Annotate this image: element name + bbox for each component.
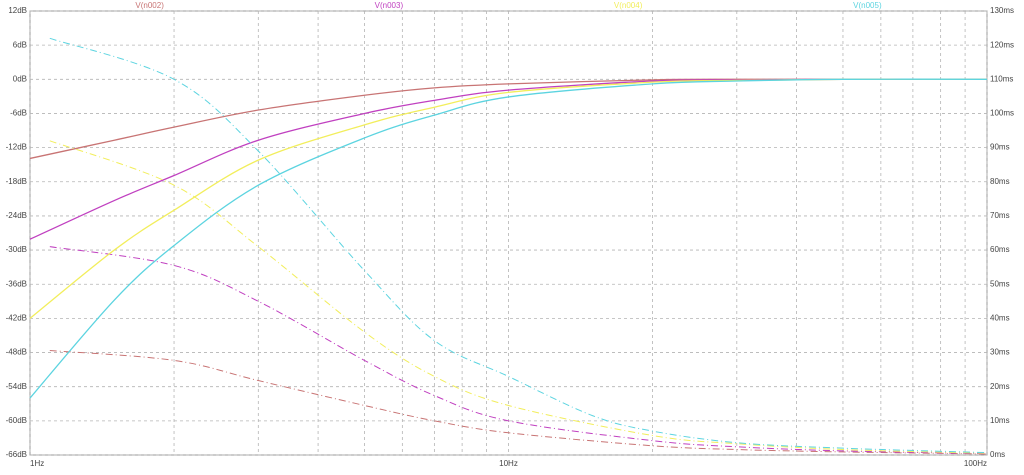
x-tick-label: 100Hz <box>964 459 987 468</box>
y2-tick-label: 100ms <box>990 109 1014 118</box>
y2-tick-label: 30ms <box>990 348 1010 357</box>
y-tick-label: -42dB <box>6 313 27 322</box>
legend-entry: V(n005) <box>853 1 882 10</box>
y-tick-label: -36dB <box>6 279 27 288</box>
delay-line <box>49 37 988 454</box>
y2-tick-label: 110ms <box>990 74 1013 83</box>
y-tick-label: -54dB <box>6 382 27 391</box>
y2-tick-label: 130ms <box>990 6 1014 15</box>
y2-tick-label: 60ms <box>990 245 1010 254</box>
delay-line <box>49 349 988 455</box>
delay-line <box>49 246 988 455</box>
y2-tick-label: 20ms <box>990 382 1010 391</box>
y-tick-label: -30dB <box>6 245 27 254</box>
y-tick-label: -24dB <box>6 211 27 220</box>
magnitude-line <box>29 78 988 399</box>
y-tick-label: -60dB <box>6 416 27 425</box>
y2-tick-label: 50ms <box>990 279 1010 288</box>
y2-tick-label: 10ms <box>990 416 1010 425</box>
y2-tick-label: 70ms <box>990 211 1010 220</box>
y2-tick-label: 90ms <box>990 143 1010 152</box>
y2-tick-label: 40ms <box>990 313 1010 322</box>
y2-tick-label: 120ms <box>990 40 1014 49</box>
x-tick-label: 1Hz <box>30 459 44 468</box>
y-tick-label: -66dB <box>6 450 27 459</box>
y-tick-label: -12dB <box>6 143 27 152</box>
y2-tick-label: 80ms <box>990 177 1010 186</box>
y-tick-label: 6dB <box>13 40 27 49</box>
y-tick-label: -48dB <box>6 348 27 357</box>
x-tick-label: 10Hz <box>499 459 518 468</box>
legend-entry: V(n002) <box>135 1 164 10</box>
y-tick-label: 0dB <box>13 74 27 83</box>
delay-line <box>49 140 988 454</box>
y2-tick-label: 0ms <box>990 450 1005 459</box>
y-tick-label: -18dB <box>6 177 27 186</box>
legend-entry: V(n003) <box>375 1 404 10</box>
y-tick-label: -6dB <box>10 109 27 118</box>
y-tick-label: 12dB <box>8 6 27 15</box>
legend-entry: V(n004) <box>614 1 643 10</box>
